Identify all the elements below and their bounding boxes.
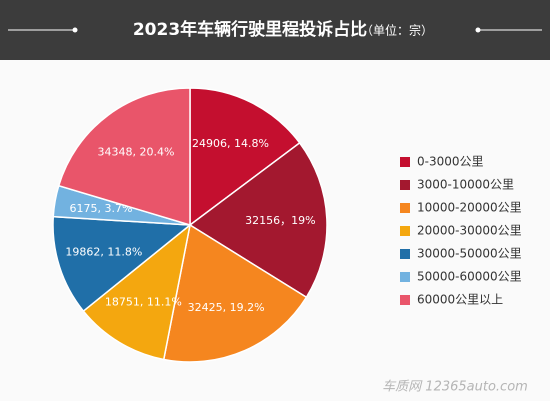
pie-slice xyxy=(52,215,192,313)
chart-title: 2023年车辆行驶里程投诉占比 xyxy=(133,19,367,40)
legend-label: 0-3000公里 xyxy=(417,155,484,169)
legend-swatch xyxy=(400,295,410,305)
legend-swatch xyxy=(400,249,410,259)
legend-label: 50000-60000公里 xyxy=(417,270,522,284)
legend-label: 10000-20000公里 xyxy=(417,201,522,215)
legend-label: 20000-30000公里 xyxy=(417,224,522,238)
data-label: 32425, 19.2% xyxy=(188,301,265,314)
data-label: 32156，19% xyxy=(245,214,315,227)
decor-dot xyxy=(72,27,78,33)
pie-slice xyxy=(82,223,192,361)
legend-swatch xyxy=(400,272,410,282)
legend-swatch xyxy=(400,180,410,190)
legend-label: 60000公里以上 xyxy=(417,293,503,307)
data-label: 19862, 11.8% xyxy=(65,246,142,259)
legend-label: 30000-50000公里 xyxy=(417,247,522,261)
data-label: 24906, 14.8% xyxy=(192,137,269,150)
decor-dot xyxy=(475,27,481,33)
legend-swatch xyxy=(400,203,410,213)
legend-label: 3000-10000公里 xyxy=(417,178,514,192)
chart-subtitle: （单位：宗） xyxy=(361,23,433,38)
legend-swatch xyxy=(400,226,410,236)
header-bar xyxy=(0,0,550,60)
pie-slice xyxy=(188,141,328,299)
data-label: 34348, 20.4% xyxy=(98,145,175,158)
pie-slice xyxy=(189,87,301,227)
pie-slice xyxy=(57,87,191,227)
pie-slice xyxy=(162,223,308,363)
data-label: 6175, 3.7% xyxy=(70,202,133,215)
legend-swatch xyxy=(400,157,410,167)
watermark: 车质网 12365auto.com xyxy=(382,380,528,395)
data-label: 18751, 11.1% xyxy=(105,295,182,308)
